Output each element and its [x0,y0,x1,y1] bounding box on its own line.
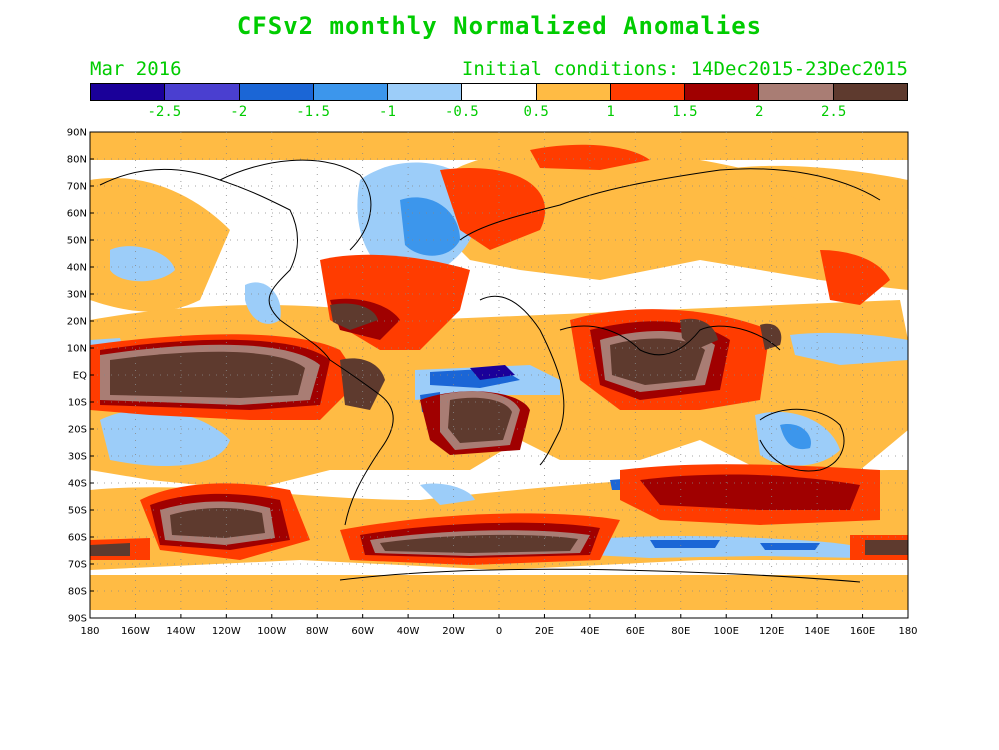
latitude-label: 60S [68,533,87,544]
colorbar-swatch [165,84,240,100]
initial-conditions: Initial conditions: 14Dec2015-23Dec2015 [461,58,908,80]
colorbar-label: 1 [606,104,615,120]
longitude-label: 180 [80,626,99,637]
latitude-label: 10S [68,398,87,409]
latitude-label: 60N [67,209,87,220]
colorbar-label: -2.5 [147,104,182,120]
longitude-label: 160W [121,626,150,637]
longitude-label: 140E [804,626,829,637]
latitude-label: 40S [68,479,87,490]
colorbar-swatch [685,84,760,100]
colorbar-label: -2 [230,104,248,120]
colorbar-labels: -2.5 -2 -1.5 -1 -0.5 0.5 1 1.5 2 2.5 [90,104,908,122]
colorbar-swatch [759,84,834,100]
longitude-label: 180 [898,626,917,637]
colorbar-label: -1.5 [296,104,330,120]
longitude-label: 80E [671,626,690,637]
longitude-label: 100E [714,626,739,637]
longitude-label: 20E [535,626,554,637]
longitude-label: 60E [626,626,645,637]
colorbar-label: 2 [755,104,764,120]
longitude-label: 120E [759,626,784,637]
latitude-label: 80N [67,155,87,166]
latitude-label: 70N [67,182,87,193]
latitude-label: 90S [68,614,87,625]
longitude-label: 40W [397,626,420,637]
colorbar-swatch [239,84,314,100]
colorbar-swatch [833,84,907,100]
colorbar-swatch [610,84,686,100]
latitude-label: 50S [68,506,87,517]
colorbar-label: 1.5 [672,104,698,120]
colorbar-swatch [313,84,389,100]
longitude-label: 160E [850,626,875,637]
latitude-label: 10N [67,344,87,355]
colorbar-label: -1 [379,104,396,120]
colorbar-label: 2.5 [820,104,847,120]
longitude-label: 80W [306,626,329,637]
colorbar-swatch [536,84,611,100]
latitude-label: 20N [67,317,87,328]
colorbar-label: -0.5 [444,104,479,120]
colorbar-swatch [91,84,166,100]
colorbar-label: 0.5 [523,104,549,120]
longitude-label: 0 [496,626,502,637]
latitude-label: 70S [68,560,87,571]
colorbar-swatch [462,84,537,100]
latitude-label: 40N [67,263,87,274]
map-title: CFSv2 monthly Normalized Anomalies [236,12,763,40]
longitude-label: 40E [580,626,599,637]
latitude-label: 20S [68,425,87,436]
longitude-label: 120W [212,626,241,637]
valid-month: Mar 2016 [90,58,182,80]
longitude-ticks: 180 160W 140W 120W 100W 80W 60W 40W 20W 0 20E 40E 60… [80,614,918,637]
longitude-label: 60W [351,626,374,637]
latitude-ticks: 90N 80N 70N 60N 50N 40N 30N 20N 10N EQ 10S 20S 30S 40… [67,128,94,625]
colorbar [90,83,908,101]
longitude-label: 140W [166,626,195,637]
latitude-label: 30N [67,290,87,301]
longitude-label: 20W [442,626,465,637]
longitude-label: 100W [257,626,286,637]
latitude-label: 90N [67,128,87,139]
latitude-label: 30S [68,452,87,463]
latitude-label: 50N [67,236,87,247]
latitude-label: 80S [68,587,87,598]
colorbar-swatch [388,84,463,100]
latitude-label: EQ [73,371,87,382]
coastlines [99,159,881,583]
